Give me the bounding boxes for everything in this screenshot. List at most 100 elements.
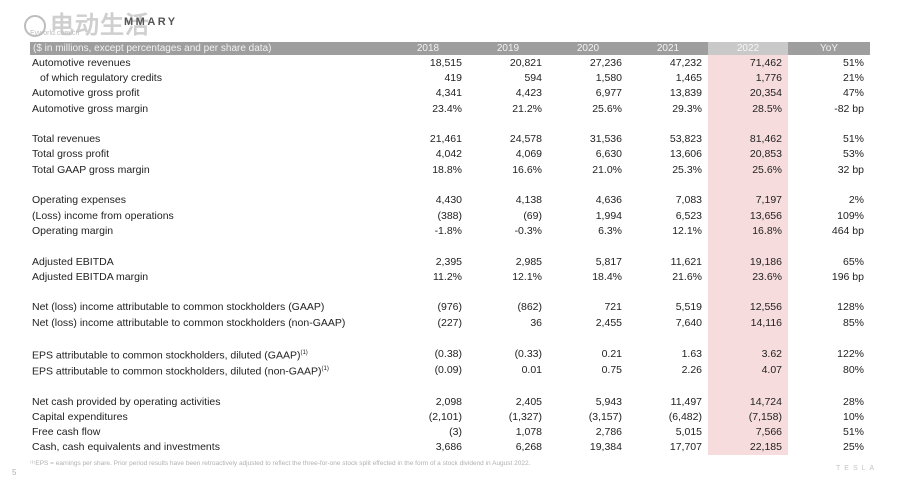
table-row: (Loss) income from operations (388) (69) 1,… [30,207,870,224]
spacer-cell [30,379,388,394]
watermark-logo: 电动生活 [24,12,150,48]
header-col-2019: 2019 [468,42,548,55]
header-col-2018: 2018 [388,42,468,55]
table-row: Free cash flow (3) 1,078 2,786 5,015 7,566 51% [30,424,870,440]
row-label-text: of which regulatory credits [40,71,162,84]
value-cell: 11,621 [670,255,702,268]
row-label: EPS attributable to common stockholders,… [30,346,388,363]
row-label-text: Capital expenditures [32,410,128,423]
row-label-text: Net (loss) income attributable to common… [32,301,325,314]
value-cell: 18,515 [429,56,462,69]
row-label-text: Free cash flow [32,426,101,439]
watermark-circle-icon [24,15,46,37]
value-cell: 12.1% [512,270,542,283]
value-cell: 7,640 [675,316,702,329]
table-row: Automotive gross profit 4,341 4,423 6,977 13… [30,85,870,101]
table-row: Cash, cash equivalents and investments 3,… [30,439,870,456]
value-cell: 25.6% [592,102,622,115]
row-label: Net cash provided by operating activitie… [30,394,388,409]
value-cell: (976) [437,301,462,314]
value-cell: 20,354 [708,85,788,101]
value-cell: 11,497 [670,395,702,408]
spacer-cell [708,116,788,132]
value-cell: 21,461 [429,133,462,146]
value-cell: 21% [842,71,864,84]
value-cell: 2.26 [681,364,702,377]
spacer-cell [628,239,708,254]
spacer-cell [708,378,788,394]
value-cell: 0.21 [601,347,622,360]
value-cell: 18.4% [592,270,622,283]
spacer-cell [788,330,870,345]
value-cell: 4.07 [708,362,788,379]
value-cell: 32 bp [837,163,864,176]
value-cell: 19,384 [589,441,622,454]
value-cell: 80% [842,364,864,377]
table-row: Adjusted EBITDA margin 11.2% 12.1% 18.4% 21.… [30,269,870,285]
value-cell: (0.38) [434,347,462,360]
spacer-cell [788,239,870,254]
value-cell: 6,977 [595,87,622,100]
spacer-cell [468,330,548,345]
table-row: Net (loss) income attributable to common… [30,299,870,316]
page-heading: MMARY [124,16,178,28]
spacer-cell [788,284,870,299]
table-body: Automotive revenues 18,515 20,821 27,236 47,… [30,55,870,456]
spacer-cell [788,177,870,192]
table-row: Net (loss) income attributable to common… [30,315,870,331]
value-cell: 4,423 [515,87,542,100]
row-label-text: Operating expenses [32,194,126,207]
row-label-text: Net (loss) income attributable to common… [32,316,346,329]
value-cell: (862) [517,301,542,314]
spacer-cell [628,330,708,345]
value-cell: 29.3% [672,102,702,115]
value-cell: -1.8% [434,224,462,237]
value-cell: 5,817 [595,255,622,268]
value-cell: 2,786 [595,426,622,439]
spacer-row [30,284,870,300]
value-cell: 721 [604,301,622,314]
value-cell: 2,395 [435,255,462,268]
watermark-text: 电动生活 [50,12,150,39]
value-cell: 12,556 [708,299,788,316]
value-cell: 2,405 [515,395,542,408]
row-label: Cash, cash equivalents and investments [30,440,388,455]
value-cell: (227) [437,316,462,329]
value-cell: 31,536 [589,133,622,146]
row-label: Capital expenditures [30,409,388,424]
spacer-cell [708,330,788,346]
row-label-text: (Loss) income from operations [32,209,174,222]
value-cell: 25.6% [708,162,788,178]
value-cell: 51% [842,133,864,146]
value-cell: (6,482) [668,410,702,423]
value-cell: 27,236 [589,56,622,69]
financial-summary-table: ($ in millions, except percentages and p… [30,42,870,456]
footnote-marker: (1) [300,349,308,356]
spacer-cell [628,177,708,192]
row-label: Free cash flow [30,425,388,440]
table-header-row: ($ in millions, except percentages and p… [30,42,870,55]
spacer-cell [548,379,628,394]
value-cell: 3.62 [708,345,788,363]
header-col-yoy: YoY [788,42,870,55]
spacer-cell [468,284,548,299]
value-cell: 16.8% [708,223,788,239]
value-cell: 18.8% [432,163,462,176]
row-label-text: Total GAAP gross margin [32,163,150,176]
spacer-cell [628,284,708,299]
value-cell: 0.75 [601,364,622,377]
value-cell: 13,656 [708,207,788,224]
table-row: Total GAAP gross margin 18.8% 16.6% 21.0% 25… [30,162,870,178]
value-cell: 19,186 [708,253,788,270]
value-cell: 4,636 [595,194,622,207]
value-cell: (69) [523,209,542,222]
spacer-cell [468,239,548,254]
value-cell: 2,455 [595,316,622,329]
row-label: Operating expenses [30,193,388,208]
header-col-2021: 2021 [628,42,708,55]
value-cell: 12.1% [672,224,702,237]
value-cell: 51% [842,56,864,69]
value-cell: 2% [848,194,864,207]
table-row: Total revenues 21,461 24,578 31,536 53,823 81… [30,131,870,147]
value-cell: 1,580 [595,71,622,84]
